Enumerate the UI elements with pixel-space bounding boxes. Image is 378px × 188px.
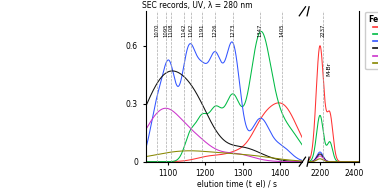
Text: elution time (t_el) / s: elution time (t_el) / s — [197, 179, 277, 188]
Text: SEC records, UV, λ = 280 nm: SEC records, UV, λ = 280 nm — [143, 1, 253, 10]
Text: 1142: 1142 — [181, 24, 186, 37]
Text: 2237: 2237 — [321, 24, 326, 37]
Text: 1191: 1191 — [200, 24, 204, 37]
Legend: 0.2, 0.5, 0.8, 1.0, 1.25, 2.0: 0.2, 0.5, 0.8, 1.0, 1.25, 2.0 — [365, 12, 378, 69]
Text: 1108: 1108 — [169, 24, 174, 37]
Text: 1226: 1226 — [212, 24, 217, 37]
Text: 1405: 1405 — [279, 24, 284, 37]
Text: M-Br: M-Br — [326, 61, 331, 76]
Text: 1162: 1162 — [189, 24, 194, 37]
Text: 1095: 1095 — [164, 24, 169, 37]
Text: 1347: 1347 — [258, 24, 263, 37]
Text: 1070: 1070 — [154, 24, 159, 37]
Text: 1273: 1273 — [230, 24, 235, 37]
